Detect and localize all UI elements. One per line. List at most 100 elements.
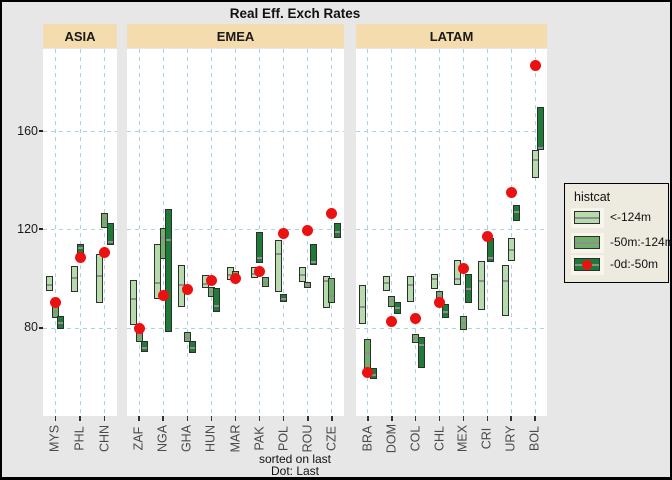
panel-emea xyxy=(127,49,344,416)
range-bar-light-bra xyxy=(358,284,366,324)
gridline-h-120 xyxy=(356,229,547,231)
x-tick-cri xyxy=(486,416,489,421)
range-bar-light-rou xyxy=(298,267,306,283)
last-value-dot-cri xyxy=(481,231,493,243)
range-bar-light-mys xyxy=(46,275,54,291)
range-bar-dark-zaf xyxy=(141,340,149,353)
range-bar-light-bol xyxy=(531,149,539,178)
x-tick-phl xyxy=(79,416,81,421)
gridline-v-mys xyxy=(54,49,56,416)
median-line-hun xyxy=(214,304,220,307)
x-label-mys: MYS xyxy=(47,424,62,452)
last-value-dot-zaf xyxy=(133,323,145,335)
last-value-dot-mar xyxy=(230,272,241,284)
panel-asia xyxy=(43,49,117,416)
gridline-v-chn xyxy=(104,49,106,416)
range-bar-dark-hun xyxy=(213,288,221,312)
range-bar-mid-pak xyxy=(261,277,269,288)
median-line-bra xyxy=(370,373,376,376)
range-bar-dark-bol xyxy=(537,106,545,150)
legend-label-mid: -50m:-124m xyxy=(610,235,672,249)
range-bar-light-phl xyxy=(71,266,78,292)
range-bar-dark-pol xyxy=(280,294,288,302)
range-bar-light-zaf xyxy=(130,279,138,326)
median-line-ury xyxy=(514,210,520,213)
median-line-mex xyxy=(466,287,472,290)
gridline-v-bra xyxy=(367,49,369,416)
median-line-gha xyxy=(184,336,190,339)
median-line-pak xyxy=(257,257,263,260)
last-value-dot-rou xyxy=(302,225,314,237)
y-label-120: 120 xyxy=(17,221,38,236)
x-label-col: COL xyxy=(408,425,423,451)
legend-item-mid: -50m:-124m xyxy=(565,232,670,254)
gridline-v-hun xyxy=(210,49,212,416)
legend-title: histcat xyxy=(574,190,611,204)
median-line-cri xyxy=(479,280,485,283)
legend-label-light: <-124m xyxy=(610,210,652,224)
x-label-cze: CZE xyxy=(324,425,339,451)
range-bar-light-chn xyxy=(95,253,103,303)
gridline-v-zaf xyxy=(138,49,140,416)
median-line-nga xyxy=(166,238,172,241)
gridline-v-col xyxy=(415,49,417,416)
x-label-cri: CRI xyxy=(479,427,494,449)
median-line-nga xyxy=(160,237,166,240)
median-line-mys xyxy=(58,322,64,325)
legend-item-dark_dot: -0d:-50m xyxy=(565,254,668,276)
x-tick-rou xyxy=(307,416,309,421)
x-label-chn: CHN xyxy=(97,424,112,452)
range-bar-dark-cze xyxy=(333,223,341,238)
last-value-dot-nga xyxy=(157,290,169,302)
median-line-dom xyxy=(383,281,389,284)
range-bar-dark-chl xyxy=(441,304,449,318)
range-bar-mid-dom xyxy=(388,295,396,307)
panel-latam xyxy=(356,49,547,416)
x-tick-bol xyxy=(534,416,536,421)
y-tick-160 xyxy=(39,130,43,133)
median-line-phl xyxy=(77,247,83,250)
range-bar-dark-rou xyxy=(309,244,317,265)
last-value-dot-pak xyxy=(254,265,266,277)
median-line-cze xyxy=(334,231,340,234)
x-label-dom: DOM xyxy=(384,423,399,453)
facet-strip-latam: LATAM xyxy=(356,24,547,48)
x-tick-ury xyxy=(510,416,512,421)
legend-key-mid xyxy=(571,233,604,253)
last-value-dot-phl xyxy=(74,252,86,264)
median-line-mys xyxy=(47,284,53,287)
median-line-chl xyxy=(442,311,448,314)
x-tick-col xyxy=(414,416,417,421)
x-tick-hun xyxy=(210,416,213,421)
median-line-chl xyxy=(431,277,437,280)
median-line-pol xyxy=(281,297,287,300)
range-bar-dark-ury xyxy=(513,204,521,221)
last-value-dot-col xyxy=(410,313,422,325)
facet-strip-emea: EMEA xyxy=(127,24,344,48)
x-tick-pak xyxy=(258,416,261,421)
x-tick-pol xyxy=(282,416,285,421)
x-label-bra: BRA xyxy=(360,425,375,451)
legend-key-dark_dot xyxy=(571,255,604,275)
x-tick-mar xyxy=(234,416,237,421)
x-label-bol: BOL xyxy=(527,425,542,451)
y-tick-120 xyxy=(39,228,43,231)
range-bar-light-ury xyxy=(502,264,510,317)
facet-strip-asia: ASIA xyxy=(43,24,117,48)
x-label-ury: URY xyxy=(503,424,518,452)
legend-key-light xyxy=(571,208,604,228)
range-bar-mid-cze xyxy=(328,278,336,303)
x-label-gha: GHA xyxy=(179,424,194,452)
y-label-160: 160 xyxy=(17,123,38,138)
legend-median-line xyxy=(575,217,599,219)
legend-swatch-mid xyxy=(574,236,600,249)
x-label-hun: HUN xyxy=(203,424,218,452)
range-bar-light-dom xyxy=(382,275,390,291)
last-value-dot-mys xyxy=(49,297,61,309)
range-bar-dark-mex xyxy=(465,273,473,303)
legend-red-dot-icon xyxy=(582,260,592,270)
median-line-chn xyxy=(107,241,113,244)
legend-median-line xyxy=(575,242,599,244)
last-value-dot-mex xyxy=(457,263,469,275)
